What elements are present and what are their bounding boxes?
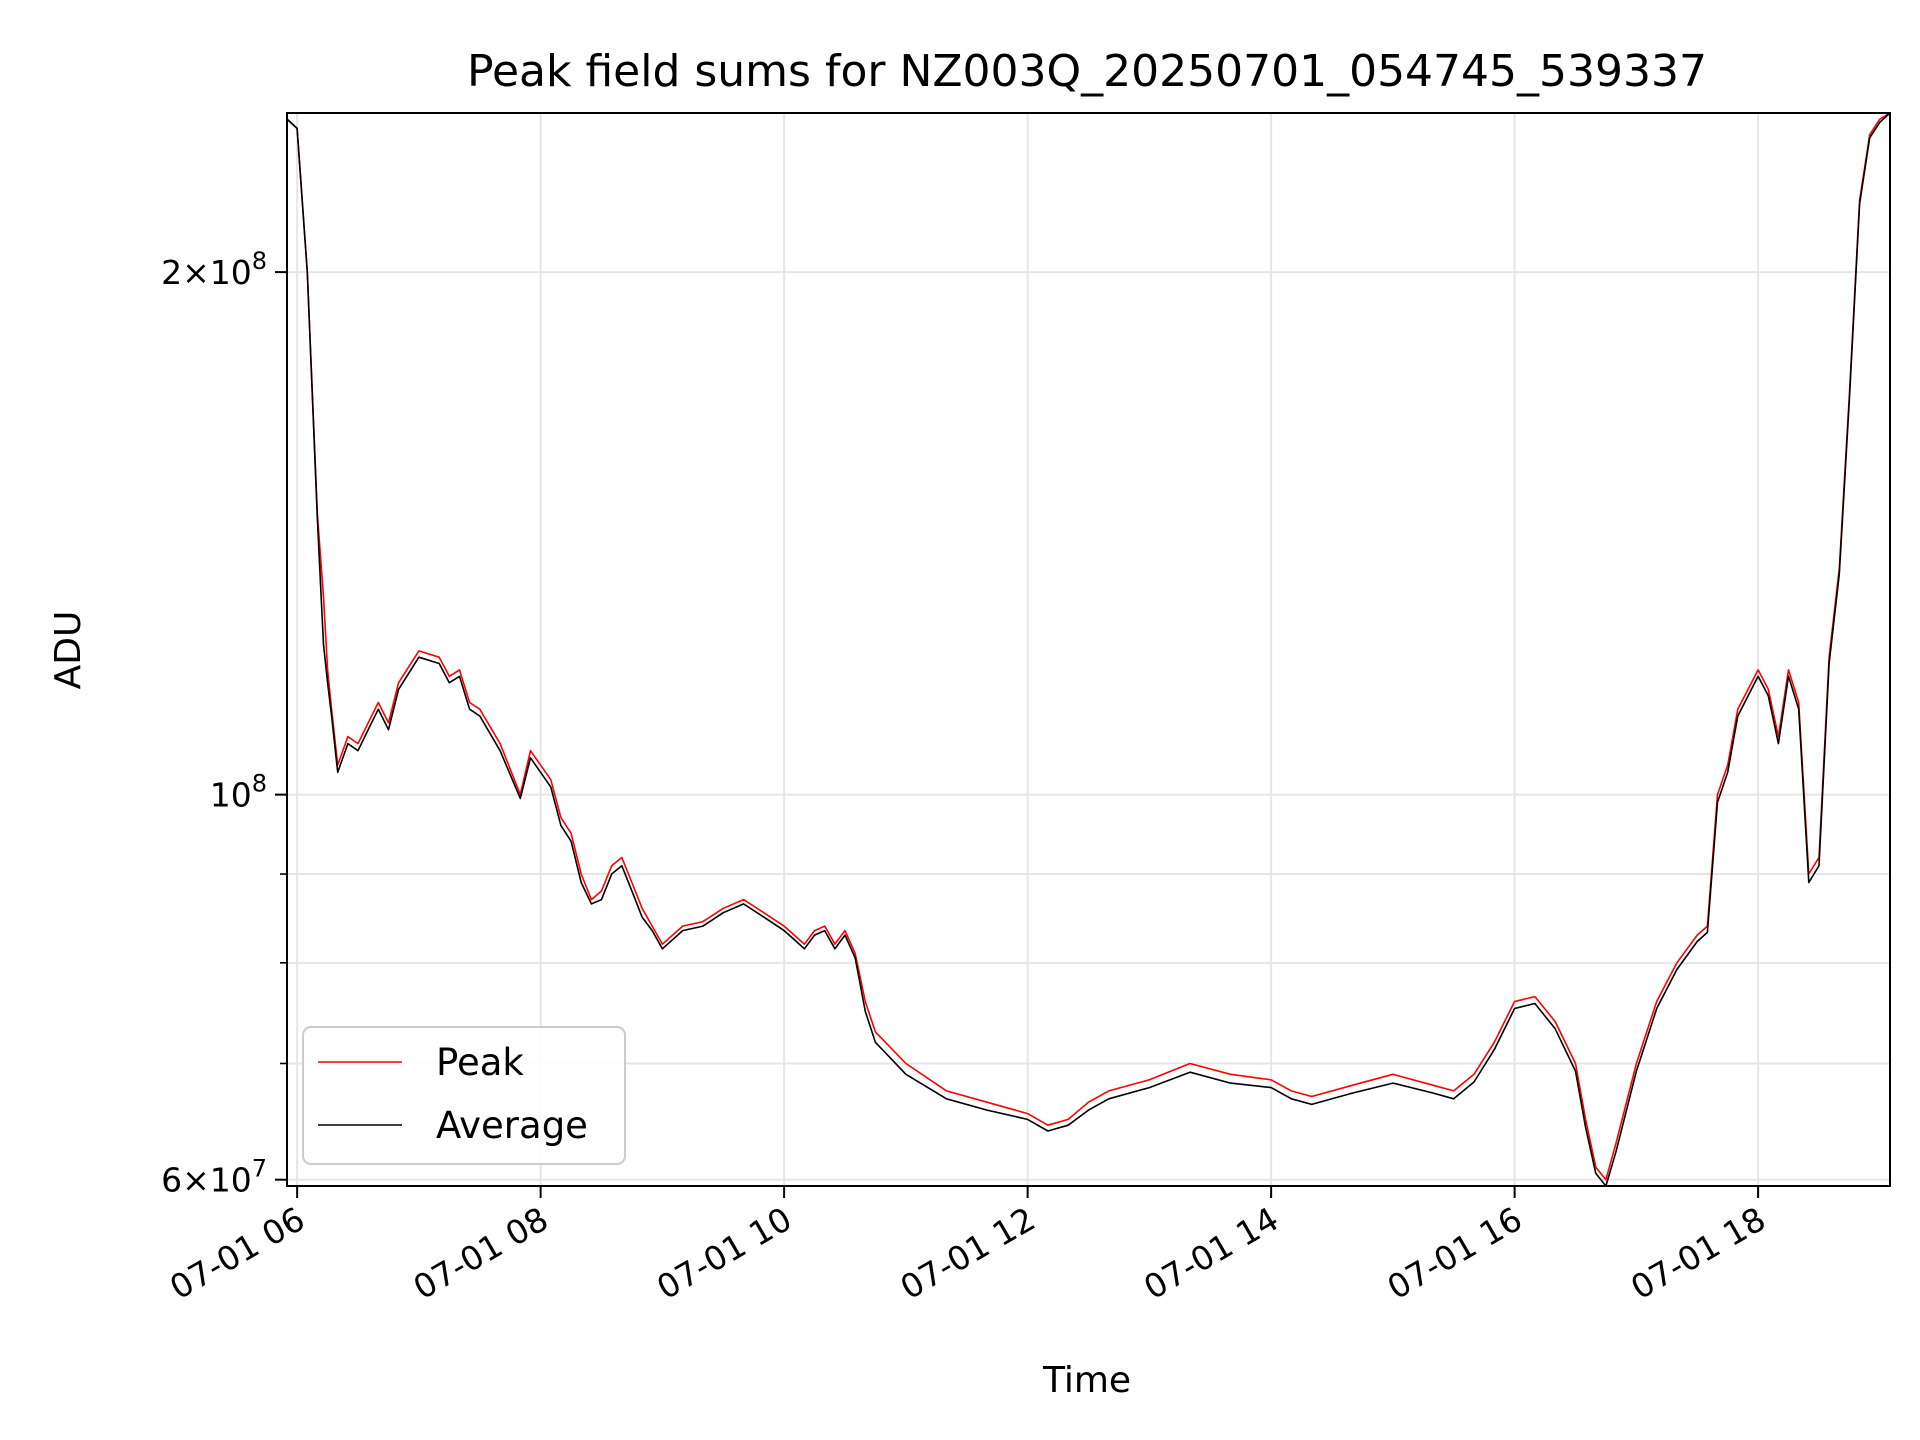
legend-label-peak: Peak	[436, 1041, 524, 1084]
plot-frame	[286, 112, 1891, 1187]
y-axis: 6×107 108 2×108	[161, 247, 287, 1200]
legend: Peak Average	[302, 1026, 626, 1165]
plot-series	[286, 112, 1891, 1187]
y-tick-label: 2×108	[161, 247, 267, 292]
y-axis-label: ADU	[48, 611, 89, 690]
series-line-average	[286, 112, 1891, 1187]
y-tick-label: 6×107	[161, 1155, 267, 1200]
chart-title: Peak field sums for NZ003Q_20250701_0547…	[467, 46, 1707, 97]
y-tick-label: 108	[210, 770, 267, 815]
x-axis-label: Time	[1042, 1360, 1131, 1401]
legend-label-average: Average	[436, 1104, 588, 1147]
